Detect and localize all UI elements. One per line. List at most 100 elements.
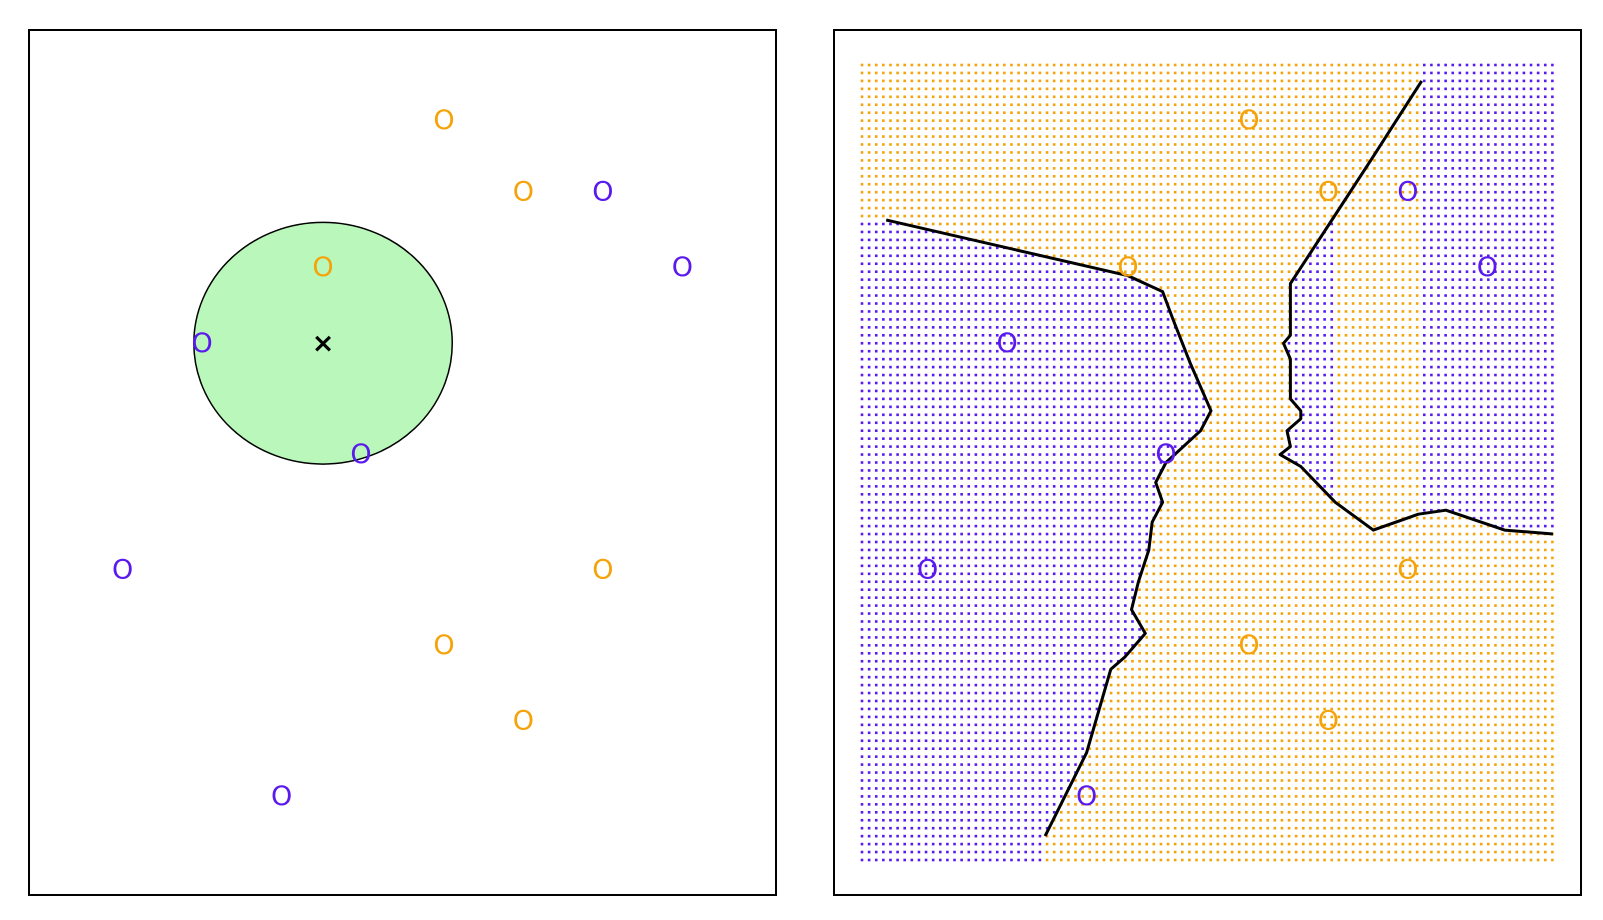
grid-dot (974, 747, 978, 750)
grid-dot (1202, 532, 1205, 536)
grid-dot (1031, 644, 1035, 647)
grid-dot (967, 477, 971, 480)
grid-dot (931, 500, 935, 504)
grid-dot (1124, 803, 1127, 806)
observation-marker: O (513, 177, 534, 208)
grid-dot (1166, 834, 1170, 838)
grid-dot (938, 524, 942, 528)
grid-dot (1366, 795, 1369, 798)
grid-dot (1366, 691, 1369, 695)
grid-dot (1387, 850, 1390, 854)
grid-dot (1159, 636, 1163, 639)
grid-dot (1273, 564, 1277, 568)
grid-dot (1081, 564, 1084, 568)
grid-dot (1316, 850, 1319, 854)
grid-dot (903, 620, 907, 623)
grid-dot (1536, 516, 1540, 520)
grid-dot (988, 747, 992, 750)
grid-dot (1430, 731, 1433, 735)
grid-dot (1223, 556, 1227, 560)
grid-dot (1501, 524, 1504, 528)
grid-dot (1138, 715, 1141, 719)
grid-dot (1479, 652, 1483, 655)
grid-dot (1166, 763, 1170, 766)
grid-dot (1259, 811, 1262, 814)
grid-dot (1124, 715, 1127, 719)
grid-dot (1543, 858, 1547, 862)
grid-dot (1522, 493, 1526, 496)
grid-dot (1102, 675, 1106, 679)
grid-dot (1209, 596, 1213, 599)
grid-dot (1501, 659, 1504, 663)
grid-dot (1245, 524, 1248, 528)
grid-dot (1501, 532, 1504, 536)
grid-dot (910, 588, 914, 591)
grid-dot (1543, 747, 1547, 750)
grid-dot (1508, 516, 1511, 520)
grid-dot (1067, 723, 1070, 727)
grid-dot (1522, 667, 1526, 671)
grid-dot (889, 500, 892, 504)
grid-dot (1401, 652, 1405, 655)
grid-dot (1045, 739, 1049, 743)
grid-dot (1380, 755, 1383, 758)
grid-dot (1294, 628, 1298, 631)
grid-dot (1430, 588, 1433, 591)
grid-dot (1323, 667, 1326, 671)
grid-dot (1422, 795, 1426, 798)
grid-dot (1180, 763, 1184, 766)
grid-dot (1294, 508, 1298, 512)
grid-dot (1159, 532, 1163, 536)
grid-dot (1266, 683, 1269, 687)
grid-dot (1259, 596, 1262, 599)
grid-dot (1102, 477, 1106, 480)
grid-dot (1380, 652, 1383, 655)
grid-dot (931, 652, 935, 655)
grid-dot (1465, 556, 1469, 560)
grid-dot (1422, 858, 1426, 862)
grid-dot (1124, 755, 1127, 758)
grid-dot (1387, 731, 1390, 735)
grid-dot (874, 834, 878, 838)
grid-dot (1052, 739, 1056, 743)
grid-dot (924, 675, 928, 679)
grid-dot (1422, 675, 1426, 679)
grid-dot (1401, 739, 1405, 743)
grid-dot (1152, 532, 1156, 536)
grid-dot (1487, 493, 1490, 496)
grid-dot (896, 604, 899, 607)
grid-dot (1266, 477, 1269, 480)
grid-dot (917, 548, 921, 552)
grid-dot (1138, 850, 1141, 854)
grid-dot (946, 747, 949, 750)
grid-dot (917, 691, 921, 695)
grid-dot (1415, 795, 1419, 798)
grid-dot (1003, 612, 1006, 615)
grid-dot (1003, 572, 1006, 576)
grid-dot (1188, 659, 1191, 663)
grid-dot (1017, 588, 1020, 591)
grid-dot (1358, 564, 1362, 568)
grid-dot (1230, 858, 1234, 862)
grid-dot (1458, 485, 1462, 488)
grid-dot (1373, 628, 1376, 631)
grid-dot (1152, 818, 1156, 822)
grid-dot (1273, 524, 1277, 528)
grid-dot (988, 818, 992, 822)
grid-dot (1472, 612, 1476, 615)
grid-dot (1109, 834, 1113, 838)
grid-dot (1166, 715, 1170, 719)
grid-dot (960, 500, 963, 504)
grid-dot (1216, 763, 1220, 766)
grid-dot (1415, 739, 1419, 743)
grid-dot (867, 548, 871, 552)
grid-dot (867, 723, 871, 727)
grid-dot (1294, 795, 1298, 798)
grid-dot (1102, 747, 1106, 750)
grid-dot (1245, 485, 1248, 488)
grid-dot (860, 477, 864, 480)
grid-dot (1188, 795, 1191, 798)
grid-dot (1543, 659, 1547, 663)
grid-dot (1287, 644, 1291, 647)
grid-dot (1280, 691, 1284, 695)
